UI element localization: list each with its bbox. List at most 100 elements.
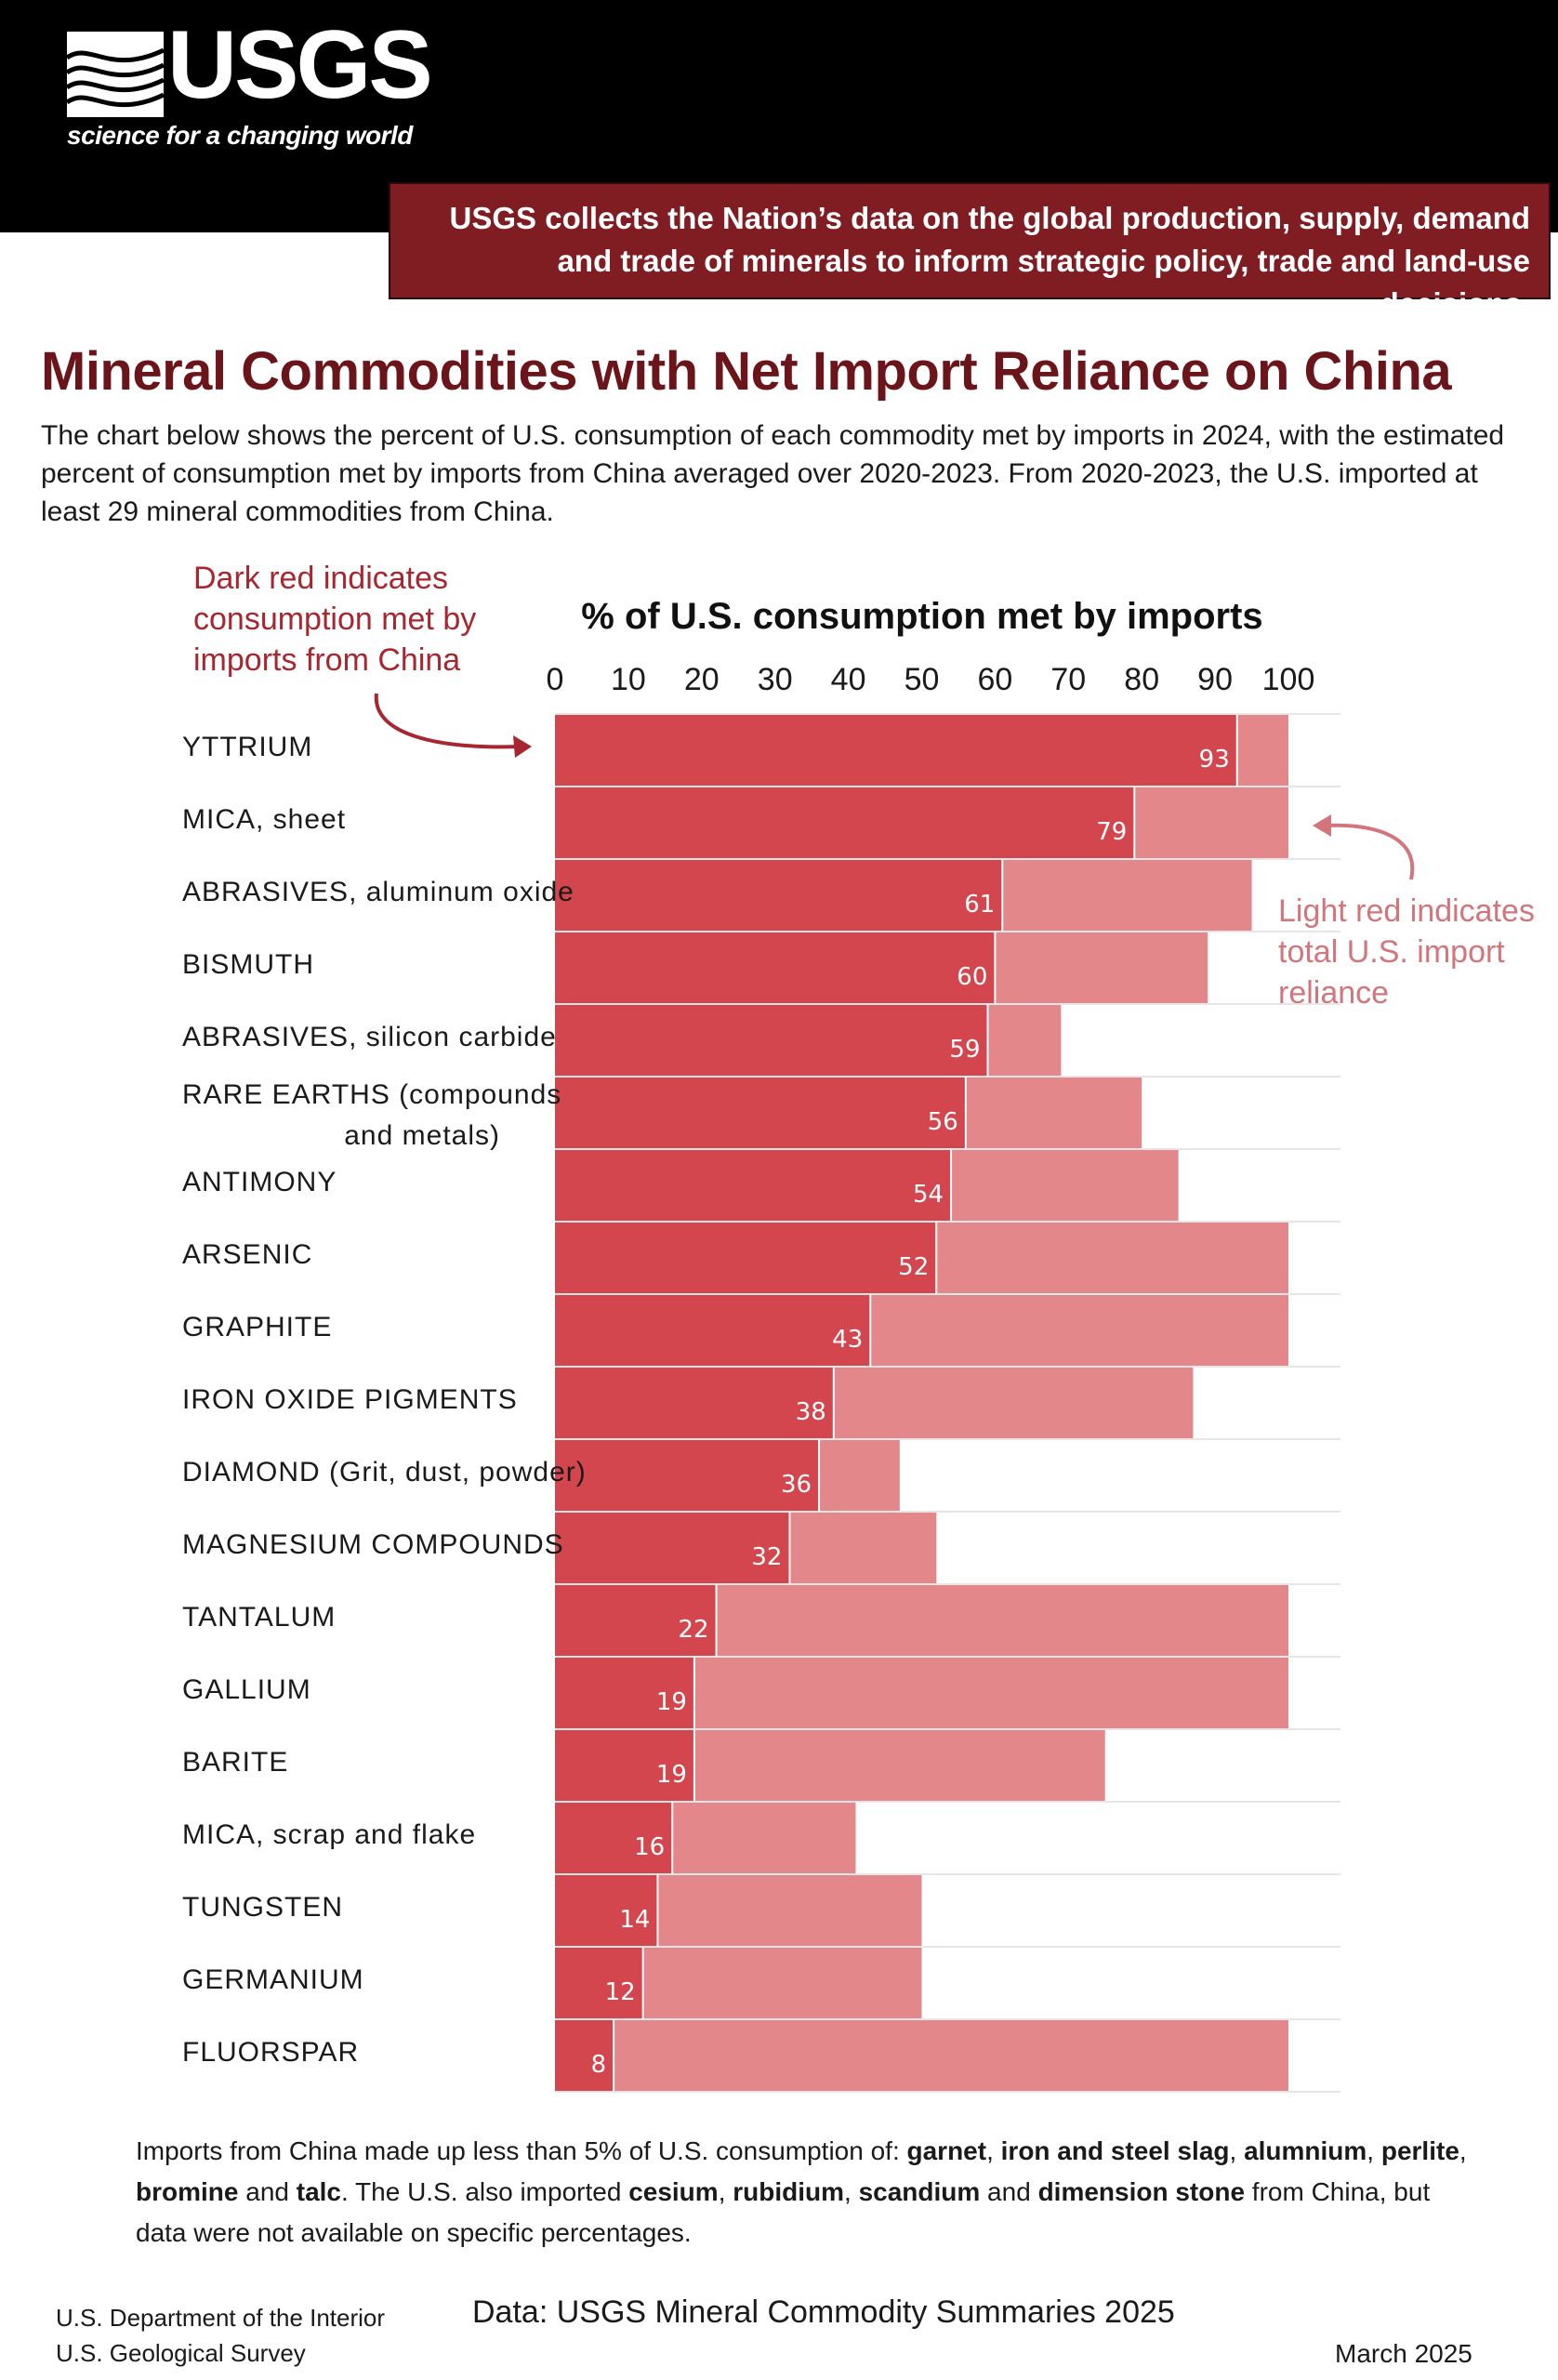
category-label-continued: and metals): [344, 1120, 500, 1151]
x-tick-label: 20: [684, 662, 720, 697]
bar-value-label: 36: [781, 1471, 812, 1499]
logo-tagline: science for a changing world: [67, 121, 413, 150]
category-label: ARSENIC: [182, 1239, 312, 1270]
footnote: Imports from China made up less than 5% …: [136, 2131, 1474, 2254]
footnote-text: ,: [844, 2177, 859, 2206]
category-label: BARITE: [182, 1747, 288, 1778]
category-label: GRAPHITE: [182, 1312, 332, 1342]
footnote-text: ,: [718, 2177, 733, 2206]
category-label: RARE EARTHS (compounds: [182, 1079, 561, 1110]
footnote-text: ,: [1459, 2136, 1467, 2165]
category-label: ABRASIVES, aluminum oxide: [182, 877, 574, 907]
bar-value-label: 12: [605, 1978, 636, 2006]
footnote-text: from China, but data were not available …: [136, 2177, 1431, 2247]
bar-value-label: 19: [656, 1688, 687, 1716]
usgs-wave-icon: [67, 32, 164, 117]
footnote-text: Imports from China made up less than 5% …: [136, 2136, 907, 2165]
bar-imports-from-china: [555, 1585, 717, 1656]
bar-value-label: 79: [1096, 818, 1127, 846]
footnote-talc: talc: [296, 2177, 341, 2206]
x-tick-label: 70: [1050, 662, 1086, 697]
bar-value-label: 52: [898, 1253, 929, 1281]
bar-value-label: 43: [832, 1326, 863, 1354]
footnote-bromine: bromine: [136, 2177, 239, 2206]
x-tick-label: 100: [1262, 662, 1315, 697]
logo-wordmark: USGS: [167, 11, 433, 119]
footnote-text: and: [980, 2177, 1038, 2206]
publication-date: March 2025: [1335, 2339, 1472, 2368]
import-reliance-chart: 93 YTTRIUM 79 MICA, sheet 61 ABRASIVES, alumi…: [182, 596, 1415, 2093]
bar-imports-from-china: [555, 1803, 673, 1873]
bar-imports-from-china: [555, 1440, 820, 1511]
bar-imports-from-china: [555, 1730, 694, 1801]
mission-banner: USGS collects the Nation’s data on the g…: [389, 182, 1551, 321]
x-tick-label: 80: [1124, 662, 1159, 697]
footnote-rubidium: rubidium: [733, 2177, 845, 2206]
footnote-text: ,: [1367, 2136, 1381, 2165]
footnote-text: ,: [1229, 2136, 1245, 2165]
bar-imports-from-china: [555, 1223, 937, 1293]
bar-value-label: 38: [796, 1398, 826, 1426]
category-label: DIAMOND (Grit, dust, powder): [182, 1457, 587, 1488]
bar-value-label: 16: [634, 1833, 665, 1861]
category-label: BISMUTH: [182, 949, 314, 980]
footnote-slag: iron and steel slag: [1000, 2136, 1230, 2165]
category-label: GERMANIUM: [182, 1964, 364, 1995]
category-label: MICA, sheet: [182, 804, 346, 835]
footnote-scandium: scandium: [858, 2177, 981, 2206]
footnote-aluminum: alumnium: [1244, 2136, 1367, 2165]
category-label: TANTALUM: [182, 1602, 336, 1633]
bar-value-label: 14: [619, 1906, 650, 1934]
light-red-annotation: Light red indicates total U.S. import re…: [1278, 893, 1535, 1011]
bar-value-label: 56: [928, 1108, 958, 1136]
page-title: Mineral Commodities with Net Import Reli…: [41, 341, 1452, 402]
bar-imports-from-china: [555, 860, 1003, 931]
light-annotation-arrow: [1313, 814, 1415, 880]
category-label: ABRASIVES, silicon carbide: [182, 1022, 557, 1052]
category-label: GALLIUM: [182, 1674, 311, 1705]
bar-imports-from-china: [555, 2020, 614, 2091]
footnote-text: ,: [986, 2136, 1001, 2165]
bar-imports-from-china: [555, 1295, 871, 1366]
bar-value-label: 60: [957, 963, 987, 991]
bar-value-label: 61: [964, 891, 995, 919]
category-label: YTTRIUM: [182, 732, 312, 762]
category-label: TUNGSTEN: [182, 1892, 343, 1923]
x-tick-label: 30: [758, 662, 793, 697]
bar-value-label: 8: [591, 2051, 607, 2079]
bar-value-label: 54: [913, 1181, 944, 1209]
data-source: Data: USGS Mineral Commodity Summaries 2…: [472, 2294, 1175, 2330]
x-tick-label: 90: [1197, 662, 1233, 697]
bar-total-import-reliance: [555, 2020, 1288, 2091]
bar-imports-from-china: [555, 1875, 658, 1946]
department-line: U.S. Department of the Interior: [56, 2304, 386, 2332]
bar-imports-from-china: [555, 1513, 790, 1583]
bar-imports-from-china: [555, 1368, 834, 1438]
bar-imports-from-china: [555, 1005, 988, 1076]
footnote-cesium: cesium: [628, 2177, 719, 2206]
department-credit: U.S. Department of the Interior U.S. Geo…: [56, 2300, 385, 2371]
category-label: FLUORSPAR: [182, 2037, 359, 2068]
bar-imports-from-china: [555, 1150, 952, 1221]
x-tick-label: 0: [547, 662, 564, 697]
usgs-logo[interactable]: USGS science for a changing world: [67, 17, 433, 158]
bar-value-label: 32: [751, 1543, 782, 1571]
dark-red-annotation: Dark red indicates consumption met by im…: [193, 561, 477, 678]
category-label: MAGNESIUM COMPOUNDS: [182, 1529, 564, 1560]
footnote-text: . The U.S. also imported: [341, 2177, 629, 2206]
survey-line: U.S. Geological Survey: [56, 2339, 306, 2367]
x-tick-label: 10: [611, 662, 646, 697]
bar-imports-from-china: [555, 1658, 694, 1728]
footnote-perlite: perlite: [1380, 2136, 1459, 2165]
bar-imports-from-china: [555, 1948, 643, 2018]
footnote-stone: dimension stone: [1037, 2177, 1246, 2206]
bar-imports-from-china: [555, 787, 1135, 858]
footnote-garnet: garnet: [906, 2136, 987, 2165]
category-label: IRON OXIDE PIGMENTS: [182, 1384, 518, 1415]
intro-text: The chart below shows the percent of U.S…: [41, 420, 1505, 527]
bar-value-label: 59: [949, 1036, 980, 1064]
x-tick-label: 40: [831, 662, 866, 697]
footnote-text: and: [238, 2177, 297, 2206]
dark-annotation-arrow: [374, 693, 532, 758]
bar-imports-from-china: [555, 1078, 966, 1148]
